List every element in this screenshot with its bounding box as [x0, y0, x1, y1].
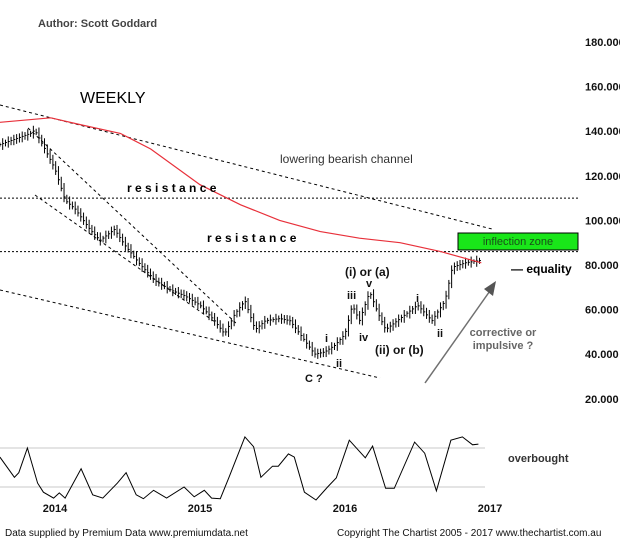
resistance-levels	[0, 197, 578, 253]
downtrend-line-outer	[27, 127, 239, 326]
wave-i2-label: i	[416, 293, 419, 305]
y-tick-label: 20.000	[585, 394, 619, 406]
y-tick-label: 120.000	[585, 171, 620, 183]
wave-i-label: i	[325, 333, 328, 345]
channel-upper-line	[0, 104, 493, 230]
y-tick-label: 40.000	[585, 349, 619, 361]
trend-arrow-line	[424, 287, 493, 384]
wave-iv-label: iv	[359, 332, 369, 344]
y-axis: 20.000 40.000 60.000 80.000 100.000 120.000 14…	[585, 37, 620, 406]
arrow-head-icon	[484, 281, 496, 296]
y-tick-label: 60.000	[585, 305, 619, 317]
x-tick-label: 2014	[43, 503, 68, 515]
wave-labels: C ? i ii iii iv v (i) or (a) (ii) or (b)…	[305, 265, 443, 385]
channel-lower-line	[0, 289, 381, 379]
resistance-label-upper: r e s i s t a n c e	[127, 181, 217, 195]
wave-ii-or-b-label: (ii) or (b)	[375, 343, 424, 357]
inflection-zone-box	[457, 232, 579, 251]
y-tick-label: 180.000	[585, 37, 620, 49]
overbought-label: overbought	[508, 453, 569, 465]
wave-ii2-label: ii	[437, 328, 443, 340]
y-tick-label: 80.000	[585, 260, 619, 272]
author-label: Author: Scott Goddard	[38, 18, 157, 30]
wave-i-or-a-label: (i) or (a)	[345, 265, 390, 279]
equality-label: — equality	[511, 262, 572, 276]
oscillator-line	[0, 435, 479, 501]
wave-ii-label: ii	[336, 358, 342, 370]
wave-c-label: C ?	[305, 373, 323, 385]
wave-v-label: v	[366, 278, 373, 290]
timeframe-label: WEEKLY	[80, 90, 146, 107]
y-tick-label: 140.000	[585, 126, 620, 138]
downtrend-line-inner	[34, 194, 216, 323]
price-bars	[0, 125, 482, 359]
corrective-label-2: impulsive ?	[473, 340, 534, 352]
footer-data-source: Data supplied by Premium Data www.premiu…	[5, 528, 248, 539]
inflection-zone-label: inflection zone	[483, 236, 553, 248]
channel-label: lowering bearish channel	[280, 152, 413, 166]
y-tick-label: 100.000	[585, 215, 620, 227]
resistance-label-lower: r e s i s t a n c e	[207, 231, 297, 245]
footer-copyright: Copyright The Chartist 2005 - 2017 www.t…	[337, 528, 601, 539]
x-axis: 2014 2015 2016 2017	[43, 503, 502, 515]
x-tick-label: 2015	[188, 503, 212, 515]
x-tick-label: 2017	[478, 503, 502, 515]
x-tick-label: 2016	[333, 503, 357, 515]
moving-average-line	[0, 117, 482, 264]
wave-iii-label: iii	[347, 290, 356, 302]
y-tick-label: 160.000	[585, 82, 620, 94]
corrective-label-1: corrective or	[470, 327, 537, 339]
